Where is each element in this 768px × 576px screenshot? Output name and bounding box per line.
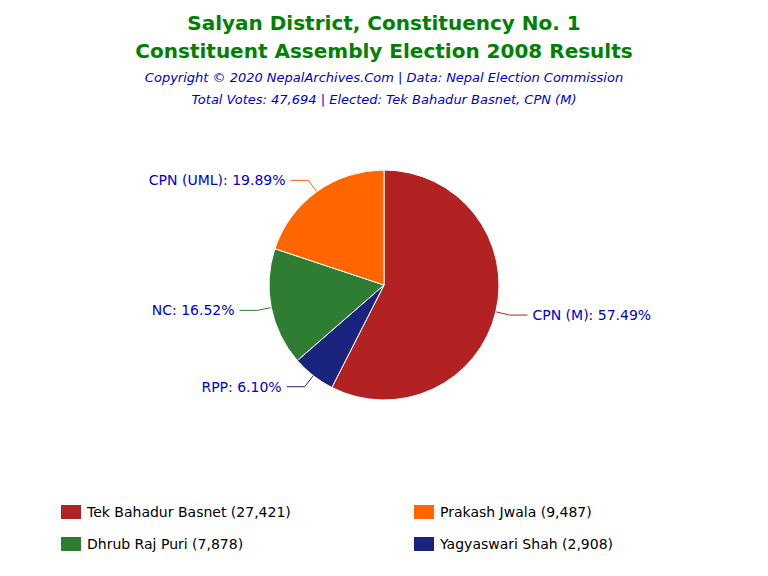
svg-text:Prakash Jwala (9,487): Prakash Jwala (9,487) — [440, 504, 592, 520]
svg-text:Salyan District, Constituency: Salyan District, Constituency No. 1 — [187, 11, 581, 35]
svg-text:RPP: 6.10%: RPP: 6.10% — [201, 379, 281, 395]
svg-text:CPN (M): 57.49%: CPN (M): 57.49% — [532, 307, 651, 323]
svg-text:Copyright © 2020 NepalArchives: Copyright © 2020 NepalArchives.Com | Dat… — [145, 70, 623, 85]
svg-text:CPN (UML): 19.89%: CPN (UML): 19.89% — [149, 172, 286, 188]
svg-text:Yagyaswari Shah (2,908): Yagyaswari Shah (2,908) — [439, 536, 613, 552]
svg-text:Total Votes: 47,694 | Elected:: Total Votes: 47,694 | Elected: Tek Bahad… — [192, 92, 577, 107]
svg-text:Tek Bahadur Basnet (27,421): Tek Bahadur Basnet (27,421) — [86, 504, 291, 520]
svg-text:Constituent Assembly Election: Constituent Assembly Election 2008 Resul… — [135, 39, 632, 63]
svg-text:Dhrub Raj Puri (7,878): Dhrub Raj Puri (7,878) — [87, 536, 243, 552]
svg-text:NC: 16.52%: NC: 16.52% — [152, 302, 235, 318]
